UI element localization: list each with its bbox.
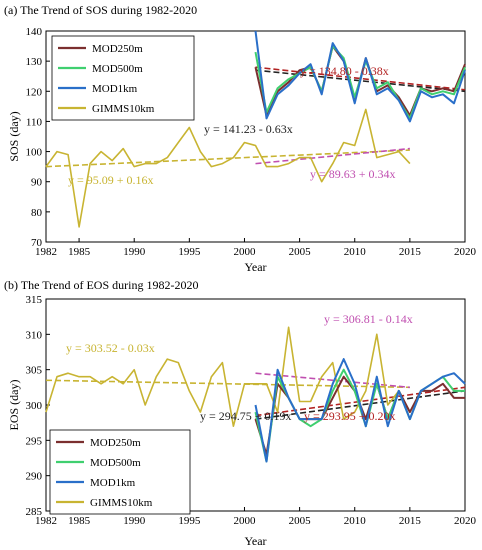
- eos-y-tick-label-315: 315: [26, 294, 43, 306]
- eos-legend-label-mod1km: MOD1km: [90, 477, 136, 489]
- eos-legend: MOD250m MOD500m MOD1km GIMMS10km: [49, 429, 191, 515]
- eos-trendline-1: [45, 379, 410, 389]
- sos-series-lines: [45, 30, 466, 228]
- sos-legend: MOD250m MOD500m MOD1km GIMMS10km: [51, 35, 195, 121]
- sos-trend-equation-4: y = 89.63 + 0.34x: [310, 167, 396, 181]
- sos-y-tick-label-100: 100: [26, 147, 43, 159]
- sos-legend-label-mod250m: MOD250m: [92, 43, 143, 55]
- eos-x-tick-label-1995: 1995: [178, 515, 201, 527]
- sos-x-tick-label-1985: 1985: [68, 246, 91, 258]
- eos-x-tick-label-1985: 1985: [68, 515, 91, 527]
- eos-chart-title: (b) The Trend of EOS during 1982-2020: [4, 278, 198, 292]
- sos-trend-annotations: y = 134.80 - 0.38x y = 141.23 - 0.63x y = …: [68, 64, 396, 187]
- sos-legend-label-mod1km: MOD1km: [92, 83, 138, 95]
- sos-x-tick-label-1990: 1990: [123, 246, 146, 258]
- sos-x-tick-label-2010: 2010: [344, 246, 367, 258]
- sos-y-tick-label-90: 90: [31, 177, 43, 189]
- eos-series-line-gimms10km: [45, 326, 411, 428]
- eos-trend-equation-1: y = 303.52 - 0.03x: [66, 341, 155, 355]
- sos-plot-frame: [45, 30, 466, 243]
- sos-y-tick-label-80: 80: [31, 207, 43, 219]
- eos-panel: (b) The Trend of EOS during 1982-2020 19…: [4, 278, 477, 548]
- sos-trend-equation-1: y = 134.80 - 0.38x: [300, 64, 389, 78]
- sos-trendline-4: [255, 147, 410, 165]
- sos-trend-equation-3: y = 95.09 + 0.16x: [68, 173, 154, 187]
- sos-y-tick-label-70: 70: [31, 237, 43, 249]
- eos-y-tick-label-285: 285: [26, 506, 43, 518]
- sos-trend-equation-2: y = 141.23 - 0.63x: [204, 122, 293, 136]
- sos-trendline-1: [255, 66, 466, 91]
- sos-x-tick-label-1982: 1982: [35, 246, 57, 258]
- eos-legend-box: [49, 429, 191, 515]
- eos-trend-equation-2: y = 306.81 - 0.14x: [324, 312, 413, 326]
- sos-trendline-3: [45, 149, 410, 168]
- sos-trendline-2: [255, 69, 466, 93]
- eos-legend-label-mod250m: MOD250m: [90, 437, 141, 449]
- eos-y-tick-label-305: 305: [26, 365, 43, 377]
- eos-x-tick-label-1982: 1982: [35, 515, 57, 527]
- eos-legend-label-gimms10km: GIMMS10km: [90, 497, 153, 509]
- sos-x-tick-label-1995: 1995: [178, 246, 201, 258]
- sos-series-line-gimms10km: [45, 108, 411, 228]
- sos-x-tick-label-2005: 2005: [289, 246, 312, 258]
- eos-series-lines: [45, 326, 466, 463]
- sos-legend-box: [51, 35, 195, 121]
- eos-trendline-4: [255, 386, 466, 417]
- sos-y-tick-label-120: 120: [26, 86, 43, 98]
- sos-y-axis-label: SOS (day): [7, 111, 21, 161]
- eos-x-tick-label-2000: 2000: [233, 515, 256, 527]
- eos-y-axis-label: EOS (day): [7, 380, 21, 431]
- eos-trend-equation-3: y = 294.75 + 0.19x: [200, 409, 292, 423]
- eos-trendline-3: [255, 390, 466, 420]
- sos-x-axis-label: Year: [244, 260, 266, 274]
- sos-x-tick-label-2000: 2000: [233, 246, 256, 258]
- sos-chart-title: (a) The Trend of SOS during 1982-2020: [4, 3, 197, 17]
- sos-y-tick-label-130: 130: [26, 56, 43, 68]
- eos-axis-ticks: 1982 1985 1990 1995 2000 2005 2010 2015 2020 285 2…: [26, 294, 477, 527]
- eos-x-axis-label: Year: [244, 534, 266, 548]
- sos-axis-ticks: 1982 1985 1990 1995 2000 2005 2010 2015 2020 70 80…: [26, 26, 477, 258]
- sos-y-tick-label-140: 140: [26, 26, 43, 38]
- eos-series-line-mod1km: [254, 358, 466, 463]
- sos-x-tick-label-2020: 2020: [454, 246, 477, 258]
- eos-x-tick-label-2010: 2010: [344, 515, 367, 527]
- sos-panel: (a) The Trend of SOS during 1982-2020 19…: [4, 3, 477, 274]
- eos-trend-equation-4: y = 293.95 + 0.20x: [304, 409, 396, 423]
- eos-x-tick-label-2005: 2005: [289, 515, 312, 527]
- eos-y-tick-label-295: 295: [26, 435, 43, 447]
- eos-y-tick-label-300: 300: [26, 400, 43, 412]
- eos-x-tick-label-2020: 2020: [454, 515, 477, 527]
- eos-y-tick-label-310: 310: [26, 329, 43, 341]
- sos-legend-label-gimms10km: GIMMS10km: [92, 103, 155, 115]
- sos-y-tick-label-110: 110: [26, 116, 43, 128]
- sos-series-line-mod1km: [254, 30, 466, 123]
- sos-trendlines: [45, 66, 466, 168]
- eos-trend-annotations: y = 303.52 - 0.03x y = 306.81 - 0.14x y = …: [66, 312, 413, 423]
- eos-legend-label-mod500m: MOD500m: [90, 457, 141, 469]
- eos-x-tick-label-2015: 2015: [399, 515, 422, 527]
- sos-legend-label-mod500m: MOD500m: [92, 63, 143, 75]
- eos-y-tick-label-290: 290: [26, 471, 43, 483]
- eos-x-tick-label-1990: 1990: [123, 515, 146, 527]
- sos-x-tick-label-2015: 2015: [399, 246, 422, 258]
